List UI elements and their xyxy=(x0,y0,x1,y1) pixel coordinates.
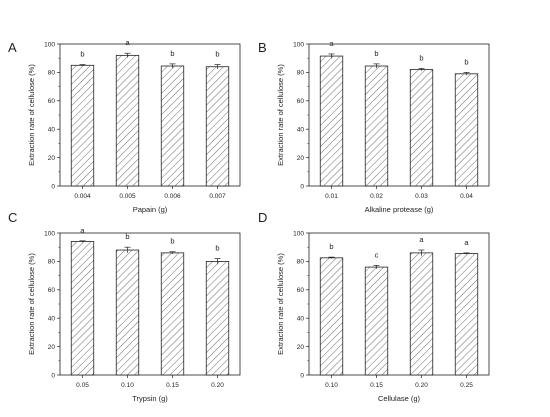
bar-0.10 xyxy=(115,249,140,376)
x-tick-label: 0.005 xyxy=(119,193,136,200)
y-tick-label: 100 xyxy=(44,41,55,48)
y-tick-label: 40 xyxy=(48,316,56,323)
significance-label: b xyxy=(170,49,174,58)
bar-0.005 xyxy=(115,54,140,187)
y-tick-label: 0 xyxy=(51,372,55,379)
x-tick-label: 0.15 xyxy=(370,382,383,389)
significance-label: b xyxy=(215,50,219,59)
bar-0.15 xyxy=(160,252,185,376)
significance-label: b xyxy=(419,53,423,62)
bar-0.10 xyxy=(319,257,344,376)
x-tick-label: 0.10 xyxy=(325,382,338,389)
y-tick-label: 20 xyxy=(48,155,56,162)
x-tick-label: 0.02 xyxy=(370,193,383,200)
significance-label: a xyxy=(329,39,334,48)
y-tick-label: 100 xyxy=(293,230,304,237)
significance-label: b xyxy=(464,57,468,66)
panel-letter: C xyxy=(8,210,17,225)
x-tick-label: 0.20 xyxy=(415,382,428,389)
x-axis-title: Alkaline protease (g) xyxy=(365,205,434,214)
x-axis-title: Papain (g) xyxy=(133,205,168,214)
bar-0.20 xyxy=(409,252,434,376)
bar-0.02 xyxy=(364,65,389,187)
y-tick-label: 60 xyxy=(48,287,56,294)
significance-label: b xyxy=(374,49,378,58)
bar-0.20 xyxy=(205,260,230,376)
y-tick-label: 60 xyxy=(48,98,56,105)
x-tick-label: 0.007 xyxy=(209,193,226,200)
x-tick-label: 0.04 xyxy=(460,193,473,200)
y-tick-label: 60 xyxy=(297,287,305,294)
y-tick-label: 80 xyxy=(48,259,56,266)
significance-label: b xyxy=(329,242,333,251)
chart-panel-d: D 0 20 40 60 80 100 Extraction rate of cellulos… xyxy=(258,210,490,403)
y-tick-label: 60 xyxy=(297,98,305,105)
y-tick-label: 0 xyxy=(300,183,304,190)
bar-0.03 xyxy=(409,69,434,187)
x-axis-title: Cellulase (g) xyxy=(378,394,421,403)
bar-0.25 xyxy=(454,253,479,376)
significance-label: c xyxy=(375,250,379,259)
y-tick-label: 40 xyxy=(48,127,56,134)
y-tick-label: 100 xyxy=(293,41,304,48)
significance-label: a xyxy=(125,38,130,47)
bar-0.01 xyxy=(319,55,344,187)
bar-0.007 xyxy=(205,66,230,187)
significance-label: b xyxy=(125,232,129,241)
y-tick-label: 80 xyxy=(297,259,305,266)
y-axis-title: Extraction rate of cellulose (%) xyxy=(27,64,36,166)
bar-0.15 xyxy=(364,266,389,376)
significance-label: a xyxy=(419,235,424,244)
panel-letter: A xyxy=(8,40,17,55)
y-tick-label: 80 xyxy=(48,70,56,77)
y-tick-label: 40 xyxy=(297,127,305,134)
y-tick-label: 40 xyxy=(297,316,305,323)
panel-letter: D xyxy=(258,210,267,225)
y-tick-label: 0 xyxy=(300,372,304,379)
panel-letter: B xyxy=(258,40,267,55)
x-tick-label: 0.20 xyxy=(211,382,224,389)
significance-label: a xyxy=(80,226,85,235)
significance-label: b xyxy=(80,50,84,59)
y-axis-title: Extraction rate of cellulose (%) xyxy=(276,253,285,355)
x-tick-label: 0.15 xyxy=(166,382,179,389)
y-tick-label: 20 xyxy=(48,344,56,351)
y-tick-label: 0 xyxy=(51,183,55,190)
y-tick-label: 100 xyxy=(44,230,55,237)
significance-label: b xyxy=(170,237,174,246)
y-tick-label: 20 xyxy=(297,155,305,162)
y-tick-label: 80 xyxy=(297,70,305,77)
x-tick-label: 0.10 xyxy=(121,382,134,389)
chart-panel-b: B 0 20 40 60 80 100 Extraction rate of cellulos… xyxy=(258,39,490,214)
bar-0.05 xyxy=(70,241,95,376)
x-tick-label: 0.01 xyxy=(325,193,338,200)
x-tick-label: 0.006 xyxy=(164,193,181,200)
bar-0.04 xyxy=(454,73,479,187)
chart-panel-a: A 0 20 40 60 80 100 Extraction rate of cellulos… xyxy=(8,38,241,214)
y-axis-title: Extraction rate of cellulose (%) xyxy=(27,253,36,355)
bar-0.006 xyxy=(160,65,185,187)
x-tick-label: 0.004 xyxy=(74,193,91,200)
chart-panel-c: C 0 20 40 60 80 100 Extraction rate of cellulos… xyxy=(8,210,241,403)
bar-0.004 xyxy=(70,64,95,187)
significance-label: a xyxy=(464,238,469,247)
x-tick-label: 0.03 xyxy=(415,193,428,200)
y-axis-title: Extraction rate of cellulose (%) xyxy=(276,64,285,166)
y-tick-label: 20 xyxy=(297,344,305,351)
x-tick-label: 0.05 xyxy=(76,382,89,389)
significance-label: b xyxy=(215,244,219,253)
x-axis-title: Trypsin (g) xyxy=(132,394,168,403)
x-tick-label: 0.25 xyxy=(460,382,473,389)
